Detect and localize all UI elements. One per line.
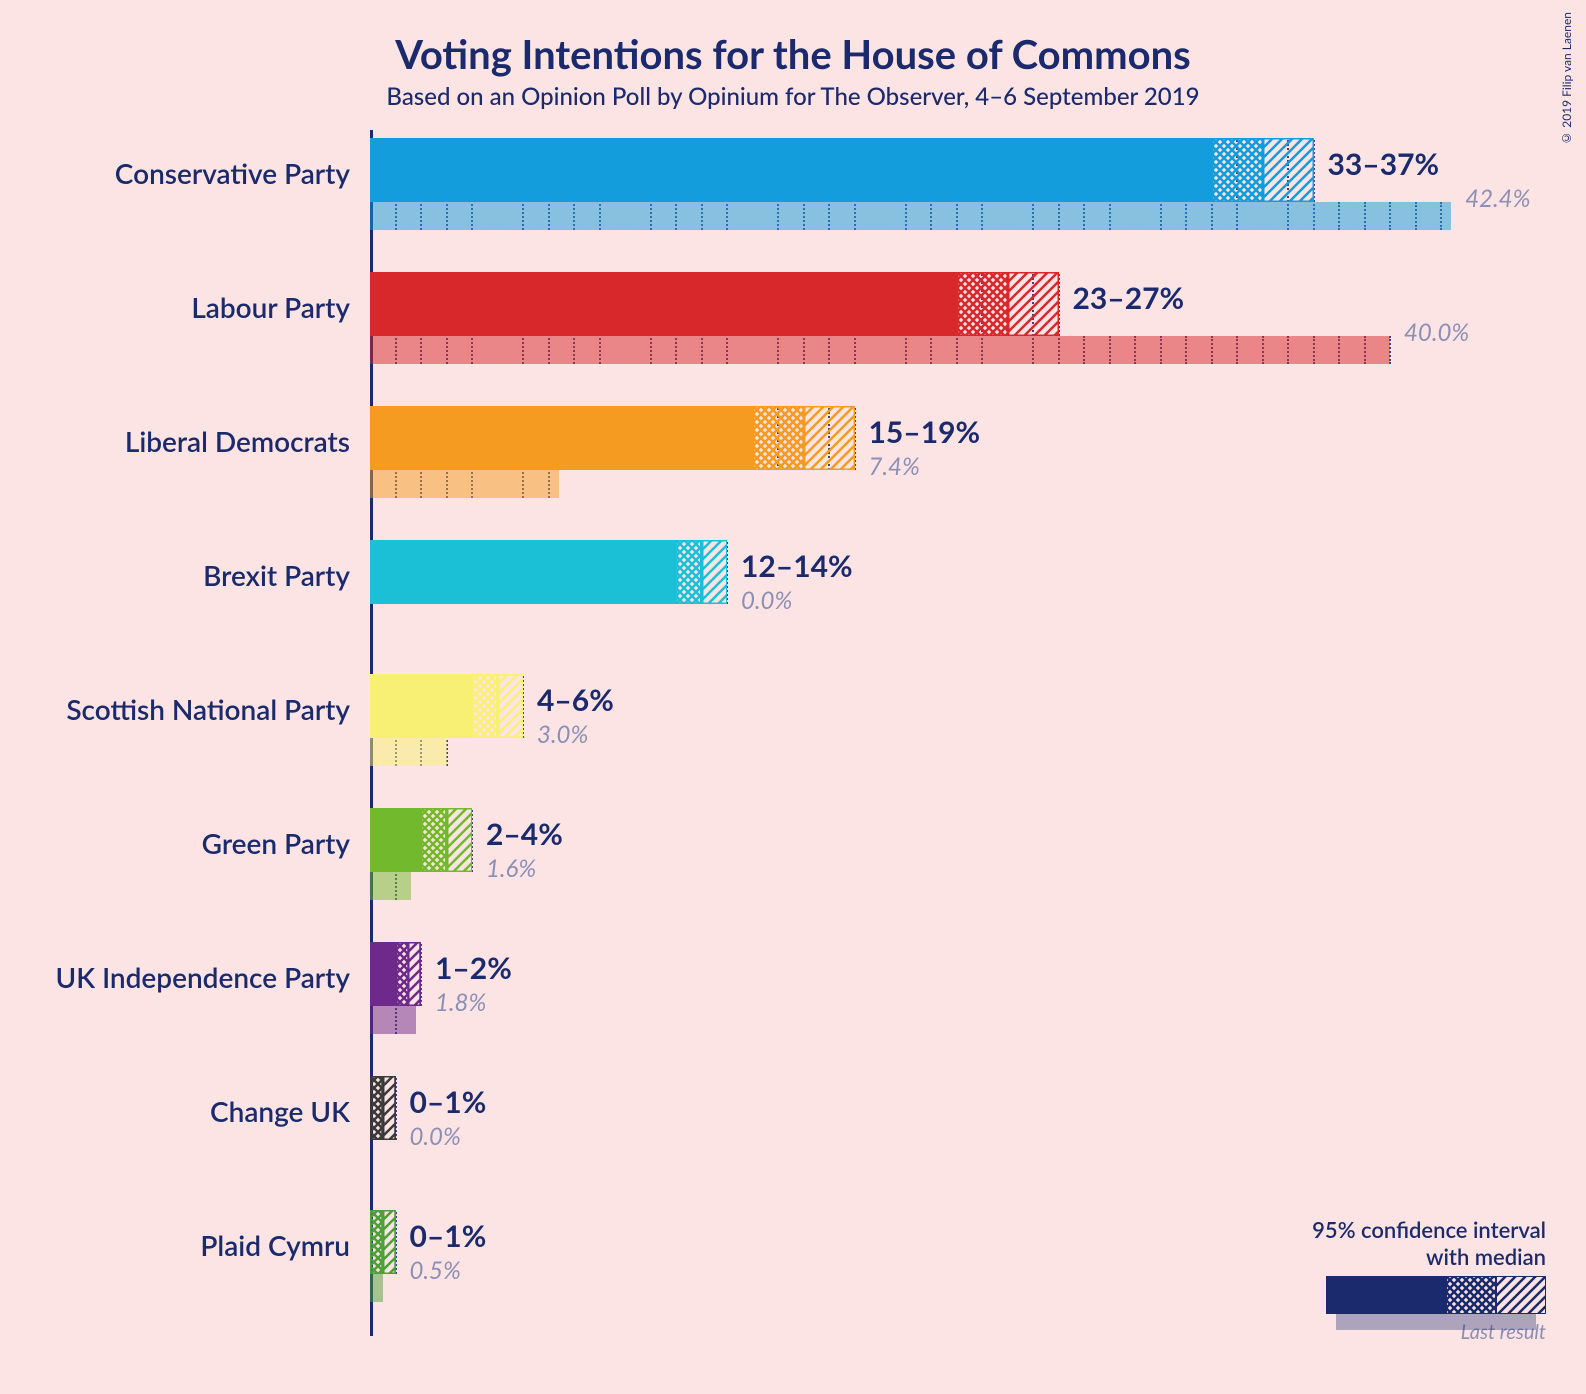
- party-row: Conservative Party 33–37% 42.4%: [0, 130, 1586, 264]
- bar-ci-upper: [1008, 272, 1059, 336]
- last-result-label: 1.8%: [435, 988, 486, 1017]
- legend-line-2: with median: [1312, 1243, 1546, 1270]
- copyright-text: © 2019 Filip van Laenen: [1559, 12, 1574, 146]
- bar-last-result: [370, 1274, 383, 1302]
- last-result-label: 1.6%: [486, 854, 536, 883]
- party-row: Scottish National Party 4–6%3.0%: [0, 666, 1586, 800]
- party-row: Labour Party 23–27% 40.0%: [0, 264, 1586, 398]
- bar-last-result: [370, 202, 1451, 230]
- range-label: 33–37%: [1328, 146, 1440, 182]
- party-label: Plaid Cymru: [20, 1228, 350, 1262]
- party-label: Liberal Democrats: [20, 424, 350, 458]
- bar-ci-upper: [447, 808, 473, 872]
- party-label: Green Party: [20, 826, 350, 860]
- bar-last-result: [370, 738, 447, 766]
- legend-line-1: 95% confidence interval: [1312, 1216, 1546, 1243]
- range-label: 0–1%: [410, 1084, 487, 1120]
- party-label: Change UK: [20, 1094, 350, 1128]
- last-result-label: 42.4%: [1465, 184, 1530, 213]
- party-row: Brexit Party 12–14%0.0%: [0, 532, 1586, 666]
- bar-main: [370, 674, 472, 738]
- bar-main: [370, 942, 396, 1006]
- bar-main: [370, 406, 753, 470]
- bar-ci-lower: [370, 1210, 383, 1274]
- bar-ci-lower: [472, 674, 498, 738]
- bar-ci-lower: [396, 942, 409, 1006]
- range-label: 4–6%: [537, 682, 614, 718]
- bar-ci-lower: [421, 808, 447, 872]
- bar-last-result: [370, 1006, 416, 1034]
- last-result-label: 40.0%: [1404, 318, 1469, 347]
- last-result-label: 0.5%: [410, 1256, 461, 1285]
- legend: 95% confidence interval with median Last…: [1312, 1216, 1546, 1344]
- chart-subtitle: Based on an Opinion Poll by Opinium for …: [0, 82, 1586, 111]
- last-result-label: 0.0%: [741, 586, 792, 615]
- bar-main: [370, 808, 421, 872]
- chart-area: Conservative Party 33–37% 42.4% Labour Par…: [0, 130, 1586, 1360]
- bar-last-result: [370, 336, 1390, 364]
- bar-main: [370, 272, 957, 336]
- party-row: UK Independence Party 1–2%1.8%: [0, 934, 1586, 1068]
- party-label: Conservative Party: [20, 156, 350, 190]
- party-label: UK Independence Party: [20, 960, 350, 994]
- bar-ci-lower: [676, 540, 702, 604]
- last-result-label: 3.0%: [537, 720, 588, 749]
- bar-ci-lower: [370, 1076, 383, 1140]
- range-label: 1–2%: [435, 950, 512, 986]
- bar-ci-upper: [383, 1076, 396, 1140]
- range-label: 0–1%: [410, 1218, 487, 1254]
- last-result-label: 0.0%: [410, 1122, 461, 1151]
- bar-ci-upper: [383, 1210, 396, 1274]
- chart-title: Voting Intentions for the House of Commo…: [0, 0, 1586, 78]
- last-result-label: 7.4%: [869, 452, 920, 481]
- party-row: Liberal Democrats 15–19%7.4%: [0, 398, 1586, 532]
- party-label: Labour Party: [20, 290, 350, 324]
- range-label: 12–14%: [741, 548, 853, 584]
- bar-ci-lower: [753, 406, 804, 470]
- party-label: Scottish National Party: [20, 692, 350, 726]
- bar-ci-lower: [957, 272, 1008, 336]
- range-label: 23–27%: [1073, 280, 1185, 316]
- bar-ci-lower: [1212, 138, 1263, 202]
- bar-last-result: [370, 470, 559, 498]
- bar-ci-upper: [702, 540, 728, 604]
- bar-ci-upper: [408, 942, 421, 1006]
- bar-main: [370, 138, 1212, 202]
- party-row: Green Party 2–4%1.6%: [0, 800, 1586, 934]
- bar-ci-upper: [1263, 138, 1314, 202]
- party-label: Brexit Party: [20, 558, 350, 592]
- range-label: 2–4%: [486, 816, 563, 852]
- bar-ci-upper: [804, 406, 855, 470]
- legend-bar: [1326, 1276, 1546, 1314]
- party-row: Change UK 0–1%0.0%: [0, 1068, 1586, 1202]
- bar-last-result: [370, 872, 411, 900]
- range-label: 15–19%: [869, 414, 981, 450]
- bar-ci-upper: [498, 674, 524, 738]
- bar-main: [370, 540, 676, 604]
